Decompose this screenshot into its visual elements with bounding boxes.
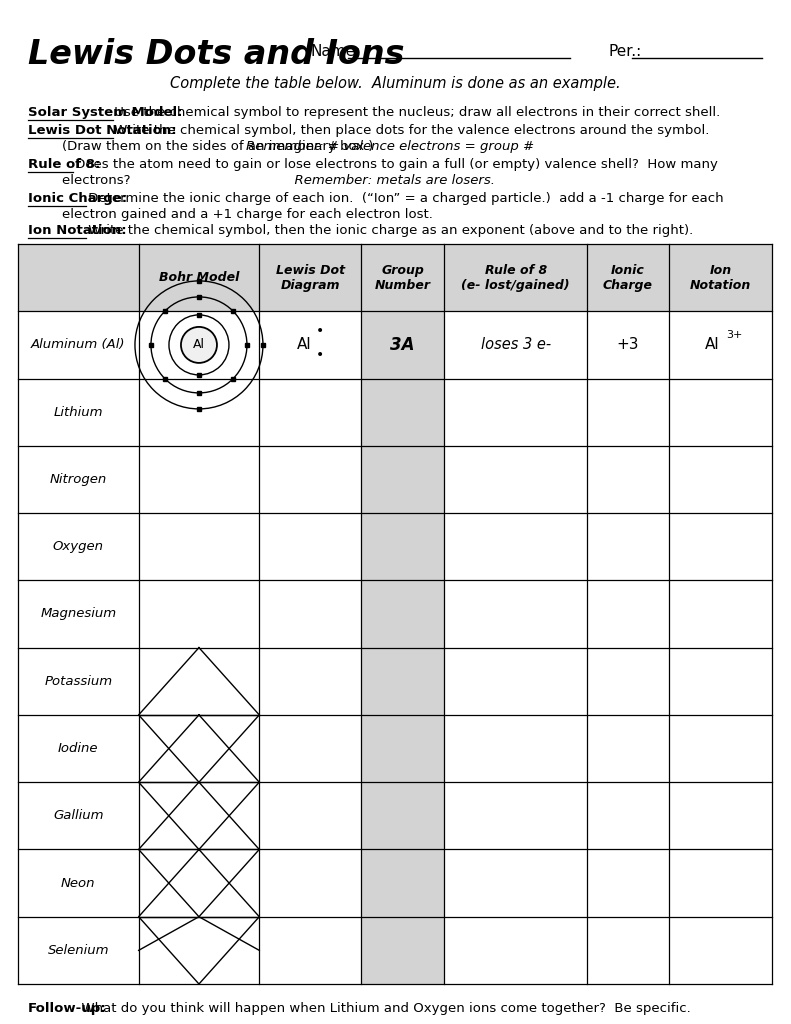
Text: Ion
Notation: Ion Notation [690,263,751,292]
Text: Follow-up:: Follow-up: [28,1002,107,1015]
Text: Remember: metals are losers.: Remember: metals are losers. [100,174,495,187]
Text: 3A: 3A [390,336,414,354]
Text: Group
Number: Group Number [375,263,430,292]
Text: Al: Al [193,338,205,351]
Text: Nitrogen: Nitrogen [50,473,107,486]
Text: Oxygen: Oxygen [53,541,104,553]
Text: Al: Al [705,338,720,352]
Text: Lewis Dot Notation:: Lewis Dot Notation: [28,124,176,137]
Text: Complete the table below.  Aluminum is done as an example.: Complete the table below. Aluminum is do… [170,76,620,91]
Text: 3+: 3+ [726,330,743,340]
Text: Write the chemical symbol, then place dots for the valence electrons around the : Write the chemical symbol, then place do… [110,124,710,137]
Bar [361,244,444,984]
Text: +3: +3 [617,338,639,352]
Text: Aluminum (Al): Aluminum (Al) [31,338,126,351]
Text: Name:: Name: [310,44,360,59]
Text: Al: Al [297,338,312,352]
Text: Neon: Neon [61,877,96,890]
Text: •: • [316,324,324,338]
Text: Determine the ionic charge of each ion.  (“Ion” = a charged particle.)  add a -1: Determine the ionic charge of each ion. … [84,193,724,205]
Text: Remember: # valence electrons = group #: Remember: # valence electrons = group # [246,140,534,153]
Text: What do you think will happen when Lithium and Oxygen ions come together?  Be sp: What do you think will happen when Lithi… [73,1002,691,1015]
Text: Lewis Dots and Ions: Lewis Dots and Ions [28,38,404,71]
Text: Magnesium: Magnesium [40,607,116,621]
Text: Ionic
Charge: Ionic Charge [603,263,653,292]
Bar [18,244,772,311]
Text: (Draw them on the sides of an imaginary box.): (Draw them on the sides of an imaginary … [28,140,382,153]
Text: Lithium: Lithium [54,406,103,419]
Text: electron gained and a +1 charge for each electron lost.: electron gained and a +1 charge for each… [28,208,433,221]
Text: •: • [316,348,324,361]
Text: Iodine: Iodine [58,742,99,755]
Text: Ion Notation:: Ion Notation: [28,224,127,237]
Circle shape [181,327,217,362]
Text: Per.:: Per.: [608,44,642,59]
Text: Lewis Dot
Diagram: Lewis Dot Diagram [275,263,345,292]
Text: electrons?: electrons? [28,174,131,187]
Text: Potassium: Potassium [44,675,112,688]
Text: Gallium: Gallium [53,809,104,822]
Text: Solar System Model:: Solar System Model: [28,106,183,119]
Text: Use the chemical symbol to represent the nucleus; draw all electrons in their co: Use the chemical symbol to represent the… [110,106,721,119]
Text: Rule of 8
(e- lost/gained): Rule of 8 (e- lost/gained) [461,263,570,292]
Text: Ionic Charge:: Ionic Charge: [28,193,127,205]
Text: Bohr Model: Bohr Model [159,271,239,284]
Text: Does the atom need to gain or lose electrons to gain a full (or empty) valence s: Does the atom need to gain or lose elect… [71,158,718,171]
Text: Write the chemical symbol, then the ionic charge as an exponent (above and to th: Write the chemical symbol, then the ioni… [84,224,694,237]
Text: loses 3 e-: loses 3 e- [481,338,551,352]
Text: Rule of 8:: Rule of 8: [28,158,100,171]
Text: Selenium: Selenium [47,944,109,956]
